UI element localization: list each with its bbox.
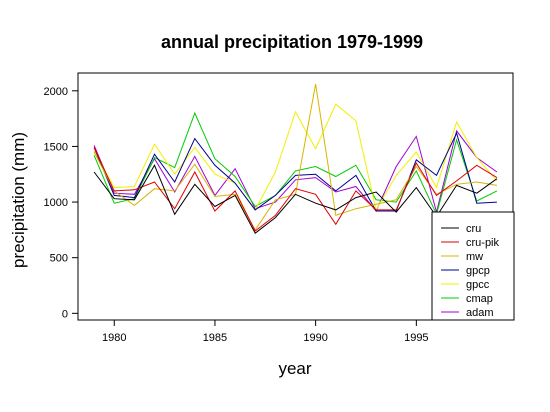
y-tick-label: 2000	[44, 86, 68, 98]
x-axis-label: year	[278, 359, 311, 378]
y-tick-label: 1000	[44, 197, 68, 209]
x-axis: 1980 1985 1990 1995	[102, 320, 429, 344]
series-lines	[93, 84, 498, 234]
legend-label-gpcc: gpcc	[466, 279, 490, 291]
series-line-cmap	[93, 111, 498, 216]
legend-box	[431, 211, 515, 321]
legend: cru cru-pik mw gpcp gpcc cmap adam	[431, 211, 515, 321]
series-line-gpcp	[93, 131, 497, 212]
legend-label-cru-pik: cru-pik	[466, 237, 500, 249]
legend-label-cru: cru	[466, 223, 481, 235]
x-tick-label: 1990	[303, 332, 327, 344]
y-tick-label: 1500	[44, 141, 68, 153]
x-tick-label: 1985	[203, 332, 227, 344]
legend-label-mw: mw	[466, 251, 483, 263]
y-tick-label: 0	[62, 308, 68, 320]
series-line-adam	[93, 129, 498, 213]
series-line-mw	[93, 84, 497, 231]
legend-label-gpcp: gpcp	[466, 265, 490, 277]
series-line-cru-pik	[93, 147, 498, 232]
chart-title: annual precipitation 1979-1999	[161, 32, 423, 52]
legend-label-adam: adam	[466, 307, 494, 319]
series-line-gpcc	[93, 103, 498, 212]
y-axis: 0 500 1000 1500 2000	[44, 86, 78, 320]
series-line-cru	[93, 164, 498, 234]
x-tick-label: 1995	[404, 332, 428, 344]
y-axis-label: precipitation (mm)	[9, 132, 28, 268]
plot-frame	[77, 72, 514, 321]
x-tick-label: 1980	[102, 332, 126, 344]
legend-label-cmap: cmap	[466, 293, 493, 305]
y-tick-label: 500	[50, 253, 68, 265]
legend-items: cru cru-pik mw gpcp gpcc cmap adam	[441, 223, 500, 319]
